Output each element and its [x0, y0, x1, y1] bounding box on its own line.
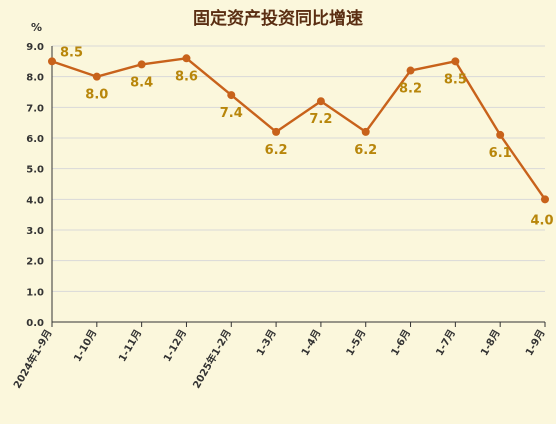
data-label: 7.2 — [309, 112, 332, 127]
x-tick-label: 1-11月 — [116, 328, 144, 364]
y-tick-label: 4.0 — [26, 195, 44, 206]
y-tick-label: 5.0 — [26, 165, 44, 176]
data-label: 7.4 — [220, 106, 243, 121]
y-tick-label: 9.0 — [26, 42, 44, 53]
data-labels: 8.5 8.0 8.4 8.6 7.4 6.2 7.2 6.2 8.2 8.5 6.1 4.0 — [60, 45, 554, 228]
y-axis-unit-label: % — [31, 21, 42, 34]
data-label: 8.2 — [399, 82, 422, 97]
data-point-marker — [137, 60, 146, 69]
y-tick-label: 6.0 — [26, 134, 44, 145]
y-tick-label: 0.0 — [26, 318, 44, 329]
data-label: 8.5 — [444, 72, 467, 87]
x-tick-label: 1-6月 — [389, 328, 413, 358]
data-label: 8.6 — [175, 69, 198, 84]
x-tick-label: 1-8月 — [478, 328, 502, 358]
y-tick-label: 3.0 — [26, 226, 44, 237]
data-point-marker — [406, 66, 415, 75]
y-tick-label: 2.0 — [26, 257, 44, 268]
x-tick-label: 1-7月 — [434, 328, 458, 358]
x-tick-label: 2025年1-2月 — [190, 327, 234, 391]
grid-lines — [52, 45, 545, 292]
data-label: 8.5 — [60, 45, 83, 60]
data-point-marker — [361, 127, 370, 136]
chart-title: 固定资产投资同比增速 — [193, 8, 363, 29]
data-point-marker — [541, 195, 549, 204]
data-label: 8.4 — [130, 75, 153, 90]
y-tick-labels: 0.0 1.0 2.0 3.0 4.0 5.0 6.0 7.0 8.0 9.0 — [26, 42, 44, 329]
data-point-marker — [48, 57, 56, 66]
x-tick-label: 2024年1-9月 — [10, 327, 54, 391]
data-label: 6.2 — [354, 143, 377, 158]
data-point-marker — [182, 54, 191, 63]
series-markers — [48, 54, 549, 204]
data-label: 4.0 — [530, 213, 553, 228]
y-tick-label: 7.0 — [26, 103, 44, 114]
series-polyline — [51, 57, 546, 201]
data-point-marker — [451, 57, 460, 66]
x-tick-label: 1-9月 — [523, 328, 547, 358]
y-tick-label: 8.0 — [26, 73, 44, 84]
data-label: 6.1 — [489, 146, 512, 161]
data-point-marker — [227, 91, 236, 100]
x-tick-label: 1-5月 — [344, 328, 368, 358]
x-tick-label: 1-3月 — [254, 328, 278, 358]
x-tick-labels: 2024年1-9月 1-10月 1-11月 1-12月 2025年1-2月 1-3月 1-4… — [10, 327, 547, 391]
data-label: 8.0 — [85, 88, 108, 103]
y-tick-label: 1.0 — [26, 287, 44, 298]
x-tick-label: 1-4月 — [299, 328, 323, 358]
series-line — [51, 57, 546, 201]
data-point-marker — [316, 97, 325, 106]
axes — [51, 46, 546, 327]
data-point-marker — [272, 127, 281, 136]
data-point-marker — [92, 72, 101, 81]
data-label: 6.2 — [265, 143, 288, 158]
data-point-marker — [496, 130, 505, 139]
x-tick-label: 1-12月 — [161, 328, 189, 364]
x-tick-label: 1-10月 — [72, 328, 100, 364]
